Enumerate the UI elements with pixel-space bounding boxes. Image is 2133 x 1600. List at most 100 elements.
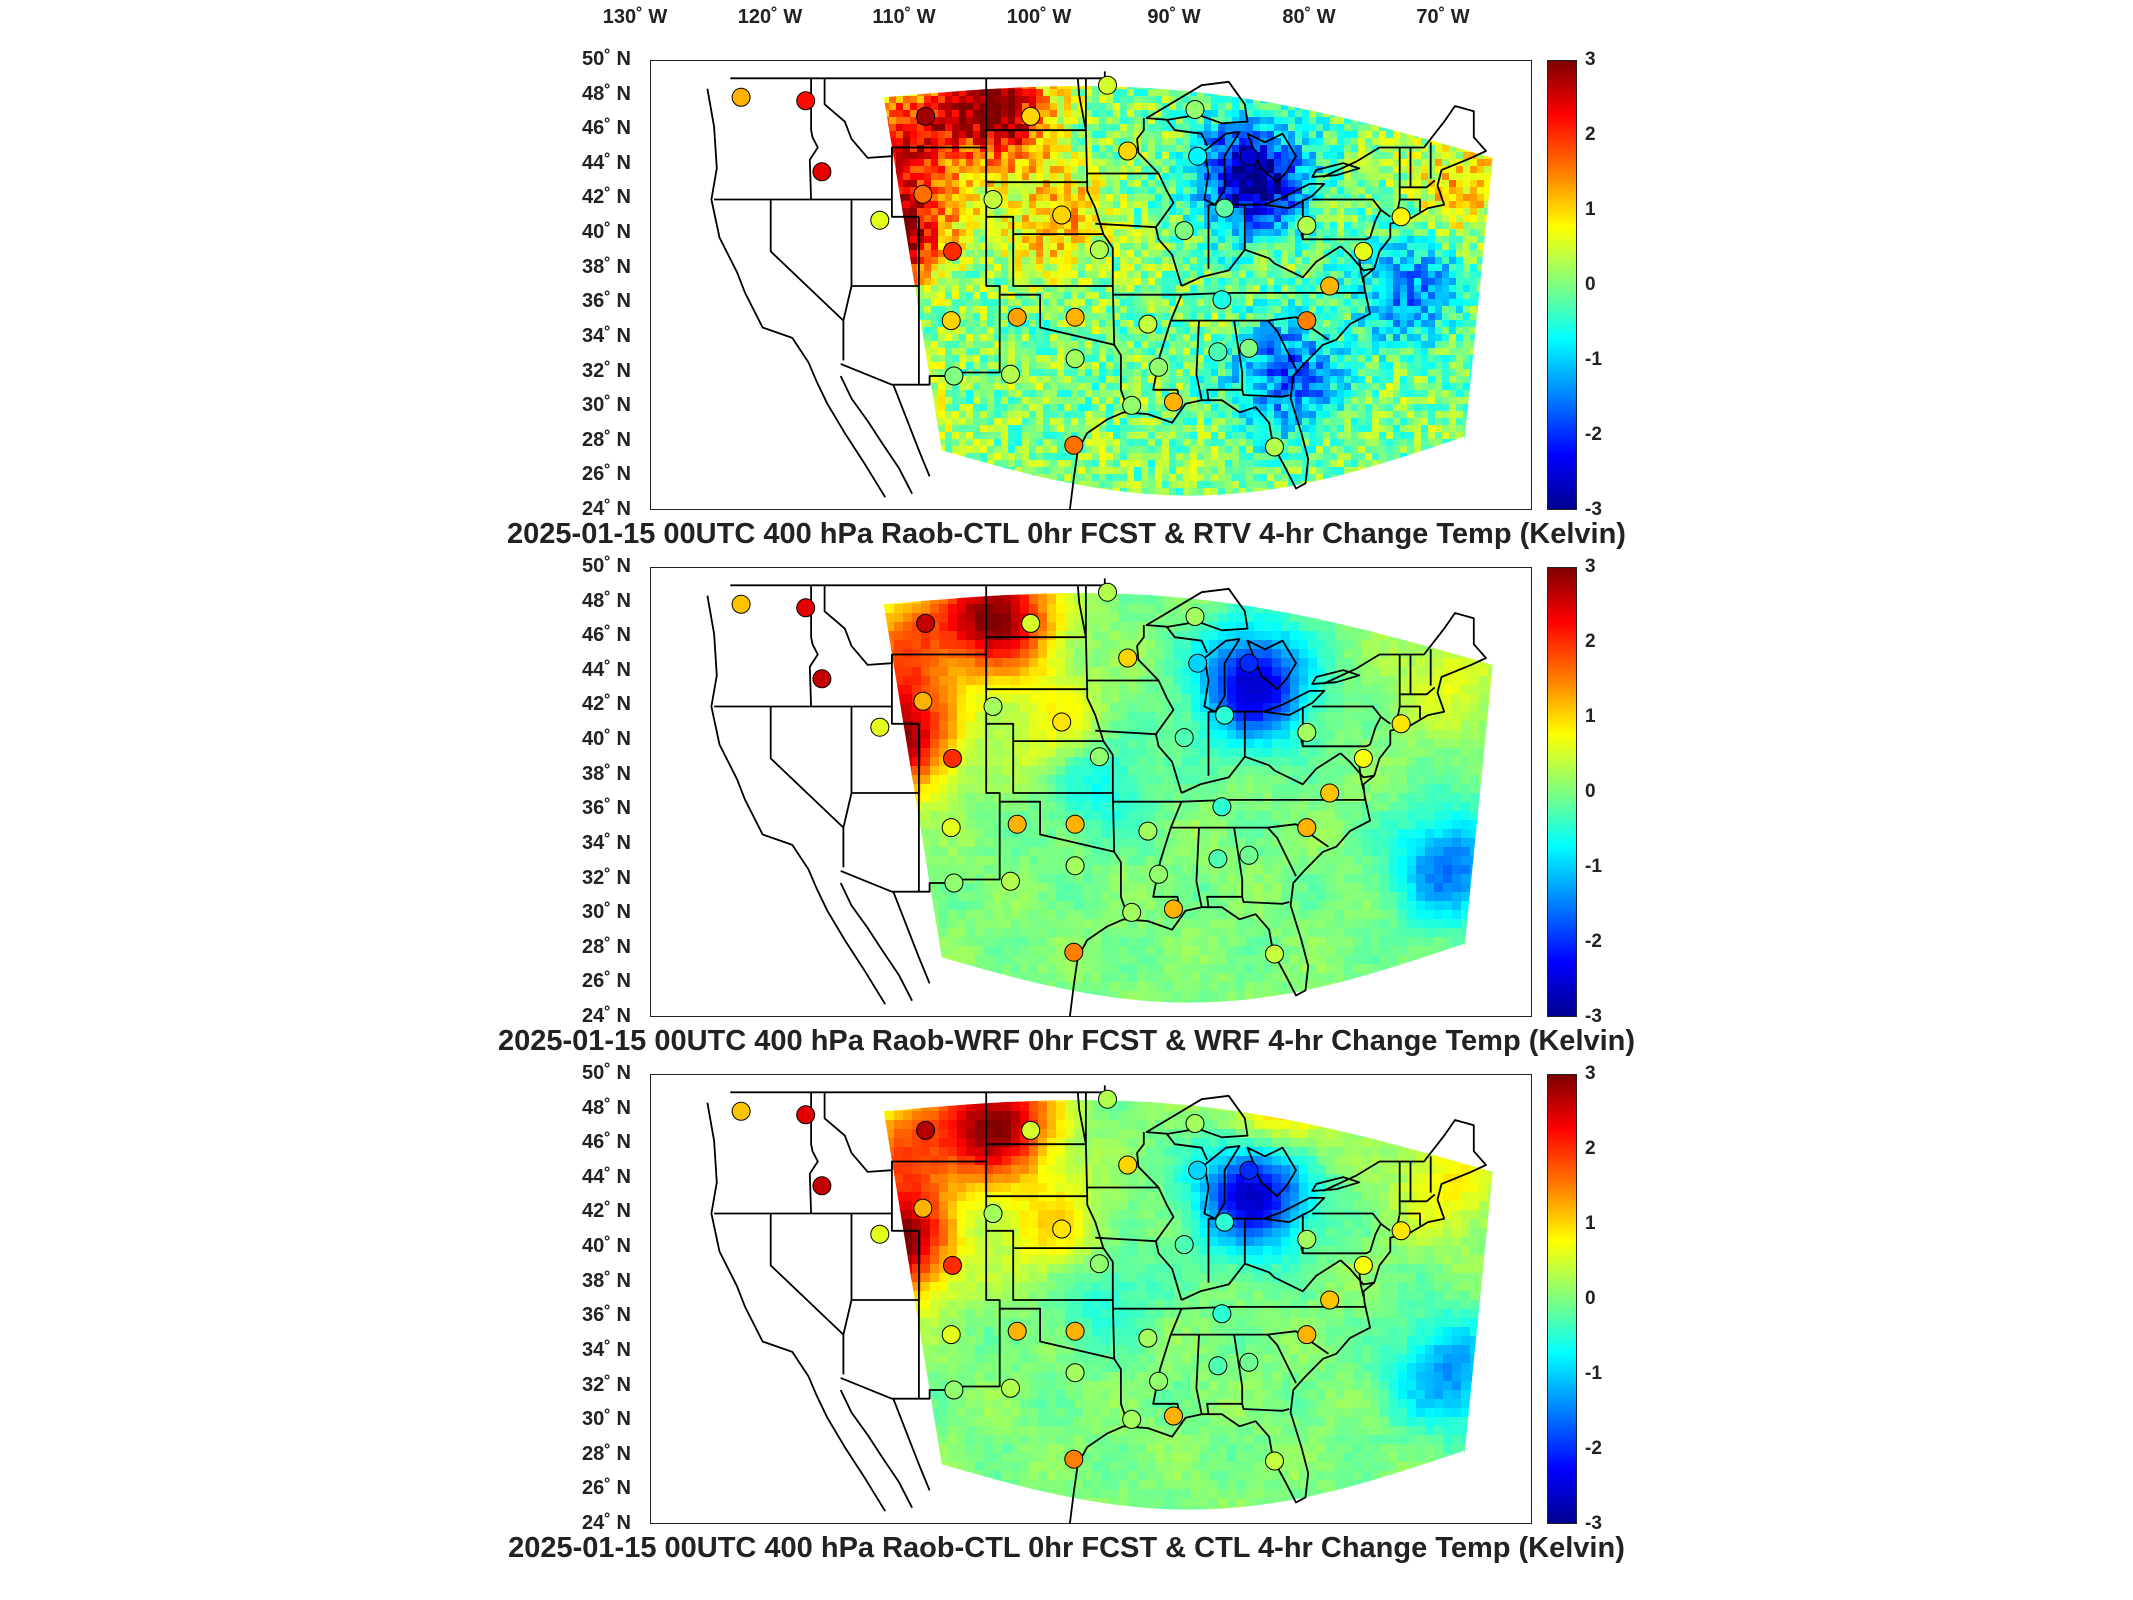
station-marker (983, 697, 1003, 716)
station-marker (796, 1105, 816, 1125)
station-marker (1089, 1254, 1109, 1274)
station-marker (1065, 856, 1085, 876)
station-marker (1320, 276, 1340, 296)
colorbar-tick-label: 3 (1585, 556, 1596, 577)
colorbar-tick-label: -3 (1585, 499, 1602, 520)
station-marker (1239, 653, 1259, 673)
longitude-tick-label: 100˚ W (1006, 6, 1072, 28)
station-marker (1065, 1321, 1085, 1341)
station-marker (1138, 314, 1158, 334)
latitude-tick-label: 46˚ N (582, 1131, 631, 1154)
station-marker (1208, 1356, 1228, 1376)
latitude-tick-label: 40˚ N (582, 728, 631, 751)
colorbar-tick-label: -2 (1585, 424, 1602, 445)
station-marker (1052, 205, 1072, 225)
station-marker (1297, 311, 1317, 331)
colorbar-tick-label: -3 (1585, 1006, 1602, 1027)
station-marker (916, 613, 936, 633)
station-marker (1138, 821, 1158, 841)
station-marker (1297, 722, 1317, 742)
station-marker (1188, 1160, 1208, 1180)
latitude-tick-label: 36˚ N (582, 290, 631, 313)
station-marker (1188, 653, 1208, 673)
latitude-tick-label: 38˚ N (582, 255, 631, 278)
station-marker (1149, 357, 1169, 377)
station-marker (1001, 1378, 1020, 1398)
map-plot-area (650, 1074, 1532, 1524)
station-marker (796, 598, 816, 618)
latitude-tick-label: 40˚ N (582, 221, 631, 244)
latitude-tick-label: 48˚ N (582, 1096, 631, 1119)
latitude-tick-label: 44˚ N (582, 151, 631, 174)
station-marker (1208, 849, 1228, 869)
station-marker (1021, 1120, 1041, 1140)
colorbar-tick-label: 1 (1585, 199, 1596, 220)
station-marker (1208, 342, 1228, 362)
station-marker (1007, 307, 1027, 327)
panel-title: 2025-01-15 00UTC 400 hPa Raob-CTL 0hr FC… (508, 1532, 1625, 1564)
station-marker (1265, 437, 1284, 457)
latitude-tick-label: 46˚ N (582, 117, 631, 140)
latitude-tick-label: 44˚ N (582, 658, 631, 681)
station-marker (983, 190, 1003, 209)
station-marker (1149, 864, 1169, 884)
station-marker (812, 162, 832, 182)
station-marker (1052, 1219, 1072, 1239)
colorbar-tick-label: -1 (1585, 1363, 1602, 1384)
map-panel: 50˚ N 48˚ N 46˚ N 44˚ N 42˚ N 40˚ N 38˚ N 36˚ N… (0, 1059, 2133, 1566)
latitude-tick-label: 50˚ N (582, 1062, 631, 1084)
station-marker (1212, 797, 1232, 817)
station-marker (1001, 364, 1020, 384)
latitude-tick-label: 32˚ N (582, 1373, 631, 1396)
latitude-tick-label: 48˚ N (582, 589, 631, 612)
colorbar-tick-label: -2 (1585, 931, 1602, 952)
latitude-tick-label: 42˚ N (582, 186, 631, 209)
station-marker (1065, 349, 1085, 369)
colorbar-tick-label: 2 (1585, 1138, 1596, 1159)
latitude-tick-label: 28˚ N (582, 1442, 631, 1465)
latitude-tick-label: 36˚ N (582, 797, 631, 820)
station-marker (1320, 1290, 1340, 1310)
station-marker (1185, 1114, 1205, 1133)
station-marker (1065, 307, 1085, 327)
station-marker (870, 717, 890, 737)
colorbar-tick-label: 0 (1585, 1288, 1596, 1309)
station-marker (1122, 902, 1142, 922)
station-marker (1007, 814, 1027, 834)
latitude-tick-label: 46˚ N (582, 624, 631, 647)
station-marker (1391, 1221, 1411, 1241)
latitude-tick-label: 26˚ N (582, 970, 631, 993)
latitude-tick-label: 24˚ N (582, 498, 631, 520)
station-marker (1215, 705, 1235, 725)
station-marker (1174, 1235, 1194, 1255)
station-marker (1353, 241, 1373, 261)
station-marker (1239, 146, 1259, 166)
station-marker (1065, 1363, 1085, 1383)
latitude-tick-label: 50˚ N (582, 555, 631, 577)
station-marker (916, 1120, 936, 1140)
station-marker (1118, 141, 1138, 161)
map-plot-area (650, 60, 1532, 510)
colorbar-tick-label: 1 (1585, 706, 1596, 727)
latitude-tick-label: 34˚ N (582, 324, 631, 347)
station-marker (1239, 338, 1259, 358)
latitude-tick-label: 26˚ N (582, 1477, 631, 1500)
station-marker (1098, 582, 1117, 602)
station-marker (913, 1198, 933, 1218)
station-marker (1089, 240, 1109, 260)
station-marker (1122, 395, 1142, 415)
station-marker (913, 184, 933, 204)
longitude-tick-label: 120˚ W (737, 6, 803, 28)
station-marker (1391, 714, 1411, 734)
station-marker (943, 748, 962, 768)
latitude-tick-label: 38˚ N (582, 1269, 631, 1292)
colorbar-tick-label: 0 (1585, 781, 1596, 802)
station-marker (1064, 435, 1084, 455)
colorbar (1547, 60, 1577, 510)
station-marker (1265, 1451, 1284, 1471)
colorbar (1547, 1074, 1577, 1524)
station-marker (941, 818, 961, 838)
station-marker (941, 1325, 961, 1345)
raob-stations (731, 75, 1411, 457)
station-marker (1188, 146, 1208, 166)
